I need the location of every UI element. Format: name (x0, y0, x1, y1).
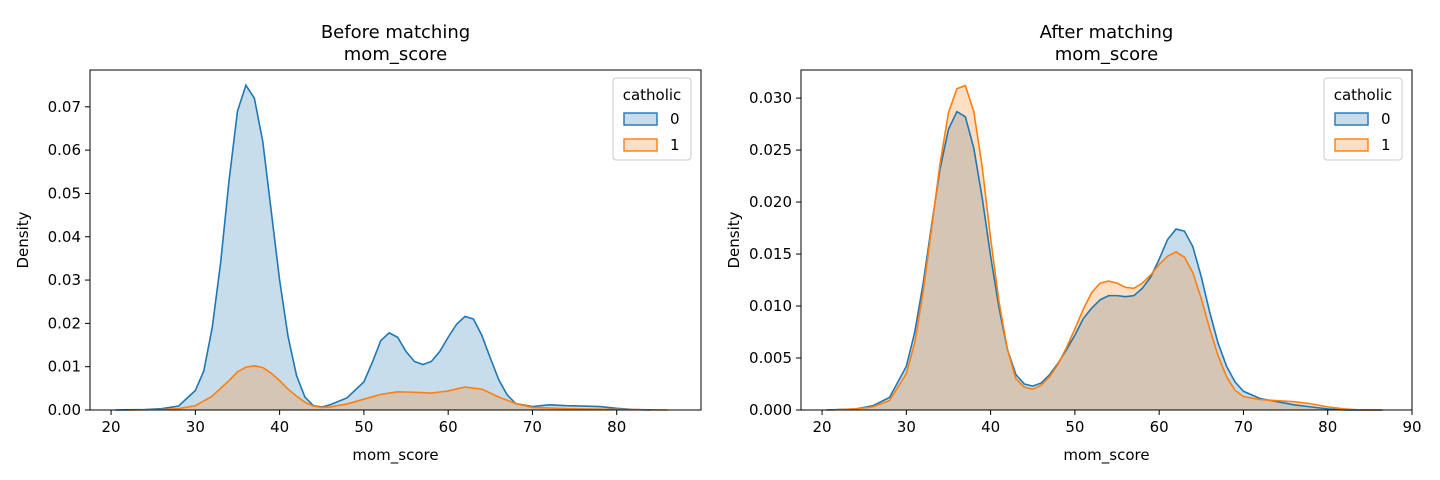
chart-after: 20 30 40 50 60 70 80 90 0.000 0.005 0.010 0.015 0.02… (725, 22, 1422, 465)
y-tick-label: 0.07 (48, 98, 81, 116)
y-axis-label: Density (14, 211, 32, 268)
legend: catholic 0 1 (612, 77, 692, 161)
legend-label-0: 0 (1381, 110, 1391, 128)
x-tick-label: 30 (897, 418, 916, 436)
chart-title: After matching mom_score (1040, 22, 1174, 65)
y-tick-label: 0.04 (48, 228, 81, 246)
y-tick-label: 0.02 (48, 314, 81, 332)
legend-label-1: 1 (1381, 136, 1391, 154)
x-tick-label: 50 (1065, 418, 1084, 436)
series-1-area (830, 85, 1383, 410)
legend-swatch-1 (623, 138, 658, 152)
series-0-area (115, 85, 651, 410)
series-1-area (127, 365, 668, 410)
x-tick-label: 60 (1150, 418, 1169, 436)
x-tick-label: 20 (813, 418, 832, 436)
y-tick-label: 0.020 (749, 193, 792, 211)
x-tick-label: 90 (1402, 418, 1421, 436)
chart-title: Before matching mom_score (321, 22, 470, 65)
legend-swatch-0 (1334, 112, 1369, 126)
series-0-line (826, 110, 1383, 411)
series-1-line (830, 84, 1383, 411)
plot-frame (89, 69, 702, 411)
y-tick-label: 0.01 (48, 358, 81, 376)
x-tick-label: 50 (354, 418, 373, 436)
y-tick-label: 0.010 (749, 297, 792, 315)
plot-frame (800, 69, 1413, 411)
legend-label-1: 1 (670, 136, 680, 154)
x-tick-label: 40 (270, 418, 289, 436)
x-tick-label: 80 (607, 418, 626, 436)
x-axis-label: mom_score (352, 446, 438, 465)
x-tick-label: 80 (1318, 418, 1337, 436)
y-tick-label: 0.05 (48, 184, 81, 202)
y-tick-label: 0.00 (48, 401, 81, 419)
x-tick-label: 70 (1234, 418, 1253, 436)
legend-label-0: 0 (670, 110, 680, 128)
x-axis-label: mom_score (1063, 446, 1149, 465)
x-tick-label: 20 (102, 418, 121, 436)
legend-swatch-1 (1334, 138, 1369, 152)
legend: catholic 0 1 (1323, 77, 1403, 161)
x-tick-label: 30 (186, 418, 205, 436)
y-tick-label: 0.025 (749, 141, 792, 159)
y-tick-label: 0.06 (48, 141, 81, 159)
y-tick-label: 0.000 (749, 401, 792, 419)
y-tick-label: 0.03 (48, 271, 81, 289)
y-tick-label: 0.030 (749, 89, 792, 107)
series-0-area (826, 111, 1383, 410)
legend-swatch-0 (623, 112, 658, 126)
y-tick-label: 0.015 (749, 245, 792, 263)
legend-title: catholic (623, 86, 682, 104)
x-tick-label: 70 (523, 418, 542, 436)
series-1-line (127, 365, 668, 411)
x-tick-label: 40 (981, 418, 1000, 436)
y-tick-label: 0.005 (749, 349, 792, 367)
x-tick-label: 60 (439, 418, 458, 436)
y-axis-label: Density (725, 211, 743, 268)
legend-title: catholic (1334, 86, 1393, 104)
chart-before: 20 30 40 50 60 70 80 0.00 0.01 0.02 0.03 0.04 0.05 0.… (14, 22, 702, 465)
